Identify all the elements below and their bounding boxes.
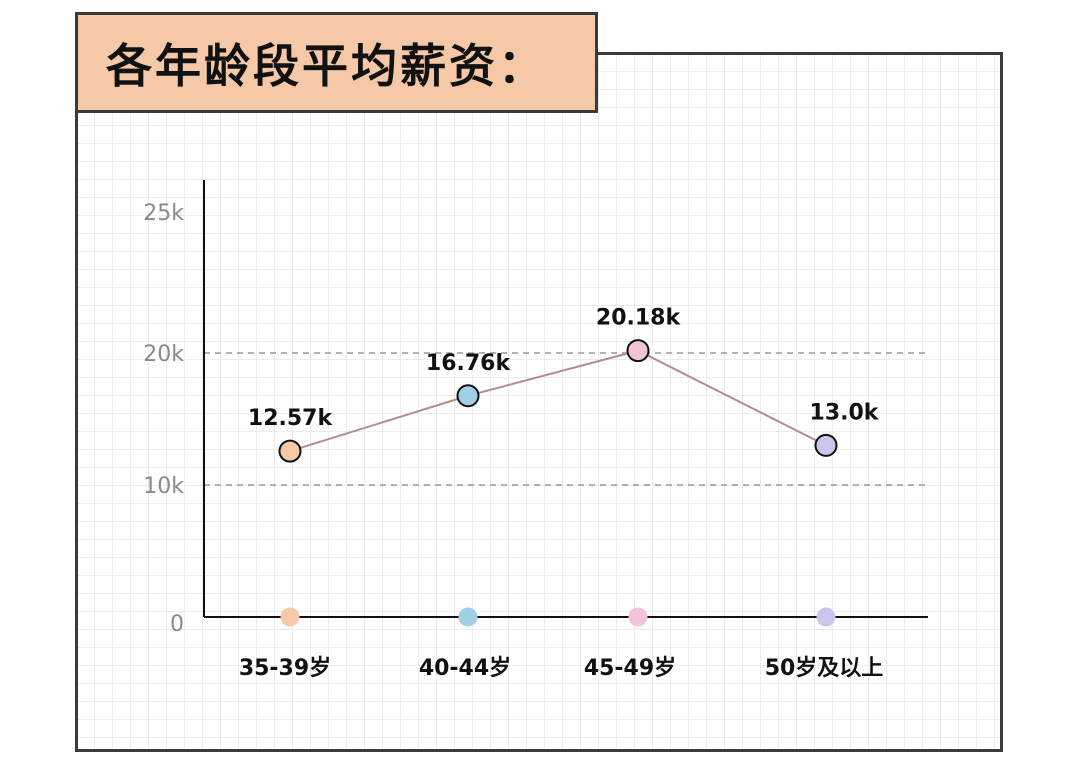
data-label: 13.0k — [810, 400, 880, 425]
data-labels: 12.57k 16.76k 20.18k 13.0k — [248, 306, 880, 431]
data-point — [456, 384, 480, 408]
x-tick-label: 35-39岁 — [239, 655, 331, 681]
data-point — [278, 439, 302, 463]
y-tick-label: 25k — [143, 201, 184, 226]
y-tick-label: 0 — [170, 612, 184, 637]
x-tick-label: 45-49岁 — [584, 655, 676, 681]
chart-title: 各年龄段平均薪资： — [106, 38, 547, 93]
category-marker — [628, 607, 648, 627]
data-label: 12.57k — [248, 406, 334, 431]
x-axis-ticks: 35-39岁 40-44岁 45-49岁 50岁及以上 — [239, 655, 884, 681]
y-tick-label: 10k — [143, 474, 184, 499]
series-line-path — [289, 349, 827, 453]
x-tick-label: 40-44岁 — [419, 655, 511, 681]
data-label: 16.76k — [426, 351, 512, 376]
y-tick-label: 20k — [143, 342, 184, 367]
x-tick-label: 50岁及以上 — [765, 655, 884, 681]
data-label: 20.18k — [596, 306, 682, 331]
category-marker — [280, 607, 300, 627]
data-point — [814, 433, 838, 457]
chart-frame — [75, 52, 1003, 752]
category-markers — [280, 607, 836, 627]
axes — [203, 180, 928, 618]
category-marker — [816, 607, 836, 627]
y-axis-ticks: 0 10k 20k 25k — [143, 201, 184, 637]
data-points — [278, 339, 838, 463]
series-line — [289, 349, 827, 453]
title-banner: 各年龄段平均薪资： — [75, 12, 598, 113]
data-point — [626, 339, 650, 363]
category-marker — [458, 607, 478, 627]
